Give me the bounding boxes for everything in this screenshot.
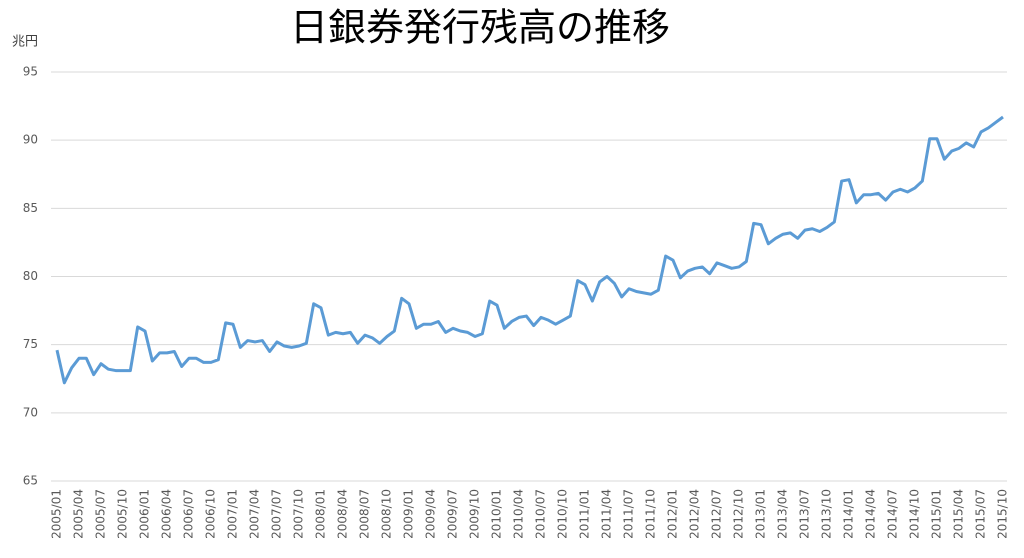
x-tick-label: 2013/01 — [754, 489, 768, 539]
x-tick-label: 2006/10 — [204, 489, 218, 539]
x-tick-label: 2005/10 — [116, 489, 130, 539]
x-tick-label: 2010/04 — [512, 489, 526, 539]
y-tick-label: 90 — [23, 133, 38, 147]
y-axis-label: 兆円 — [12, 35, 38, 50]
x-tick-label: 2008/10 — [380, 489, 394, 539]
x-tick-label: 2015/04 — [952, 489, 966, 539]
x-tick-label: 2011/07 — [622, 489, 636, 539]
x-tick-label: 2011/10 — [644, 489, 658, 539]
x-tick-label: 2009/10 — [468, 489, 482, 539]
x-tick-label: 2008/07 — [358, 489, 372, 539]
x-tick-label: 2006/01 — [138, 489, 152, 539]
y-tick-label: 65 — [23, 474, 38, 488]
x-tick-label: 2006/07 — [182, 489, 196, 539]
x-tick-label: 2006/04 — [160, 489, 174, 539]
x-tick-label: 2012/04 — [688, 489, 702, 539]
x-tick-label: 2015/10 — [996, 489, 1010, 539]
x-tick-label: 2013/07 — [798, 489, 812, 539]
x-tick-label: 2011/04 — [600, 489, 614, 539]
x-tick-label: 2010/10 — [556, 489, 570, 539]
x-tick-label: 2005/07 — [94, 489, 108, 539]
x-tick-label: 2013/04 — [776, 489, 790, 539]
y-tick-label: 85 — [23, 201, 38, 215]
x-tick-label: 2008/01 — [314, 489, 328, 539]
x-tick-label: 2007/04 — [248, 489, 262, 539]
x-tick-label: 2012/10 — [732, 489, 746, 539]
x-tick-label: 2007/07 — [270, 489, 284, 539]
x-tick-label: 2014/01 — [842, 489, 856, 539]
x-tick-label: 2012/01 — [666, 489, 680, 539]
x-tick-label: 2011/01 — [578, 489, 592, 539]
y-tick-label: 75 — [23, 337, 38, 351]
x-tick-label: 2007/01 — [226, 489, 240, 539]
x-tick-label: 2009/07 — [446, 489, 460, 539]
x-tick-label: 2015/07 — [974, 489, 988, 539]
x-tick-label: 2010/01 — [490, 489, 504, 539]
y-tick-label: 70 — [23, 405, 38, 419]
data-line — [55, 115, 1004, 385]
x-tick-label: 2005/01 — [50, 489, 64, 539]
x-tick-label: 2005/04 — [72, 489, 86, 539]
x-tick-label: 2010/07 — [534, 489, 548, 539]
x-tick-label: 2014/10 — [908, 489, 922, 539]
y-tick-label: 95 — [23, 65, 38, 79]
x-tick-label: 2013/10 — [820, 489, 834, 539]
x-tick-label: 2009/01 — [402, 489, 416, 539]
x-tick-label: 2014/04 — [864, 489, 878, 539]
x-tick-label: 2008/04 — [336, 489, 350, 539]
x-tick-label: 2012/07 — [710, 489, 724, 539]
x-tick-label: 2015/01 — [930, 489, 944, 539]
chart-title: 日銀券発行残高の推移 — [290, 6, 670, 50]
y-tick-label: 80 — [23, 269, 38, 283]
x-tick-label: 2007/10 — [292, 489, 306, 539]
x-tick-label: 2009/04 — [424, 489, 438, 539]
x-tick-label: 2014/07 — [886, 489, 900, 539]
